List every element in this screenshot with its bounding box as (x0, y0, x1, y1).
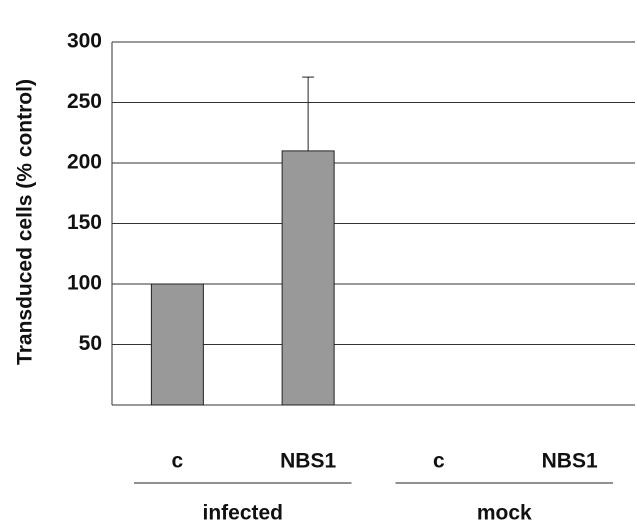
y-tick-label: 300 (67, 30, 102, 53)
y-tick-label: 50 (79, 332, 102, 355)
x-tick-label: c (433, 450, 445, 473)
x-tick-label: c (172, 450, 184, 473)
bar (150, 283, 204, 406)
group-label: mock (477, 502, 532, 525)
y-axis-label: Transduced cells (% control) (14, 79, 37, 365)
y-tick-label: 150 (67, 211, 102, 234)
bar (281, 150, 335, 406)
group-label: infected (202, 502, 283, 525)
y-tick-label: 100 (67, 272, 102, 295)
y-tick-label: 200 (67, 151, 102, 174)
y-tick-label: 250 (67, 90, 102, 113)
x-tick-label: NBS1 (280, 450, 336, 473)
x-tick-label: NBS1 (542, 450, 598, 473)
